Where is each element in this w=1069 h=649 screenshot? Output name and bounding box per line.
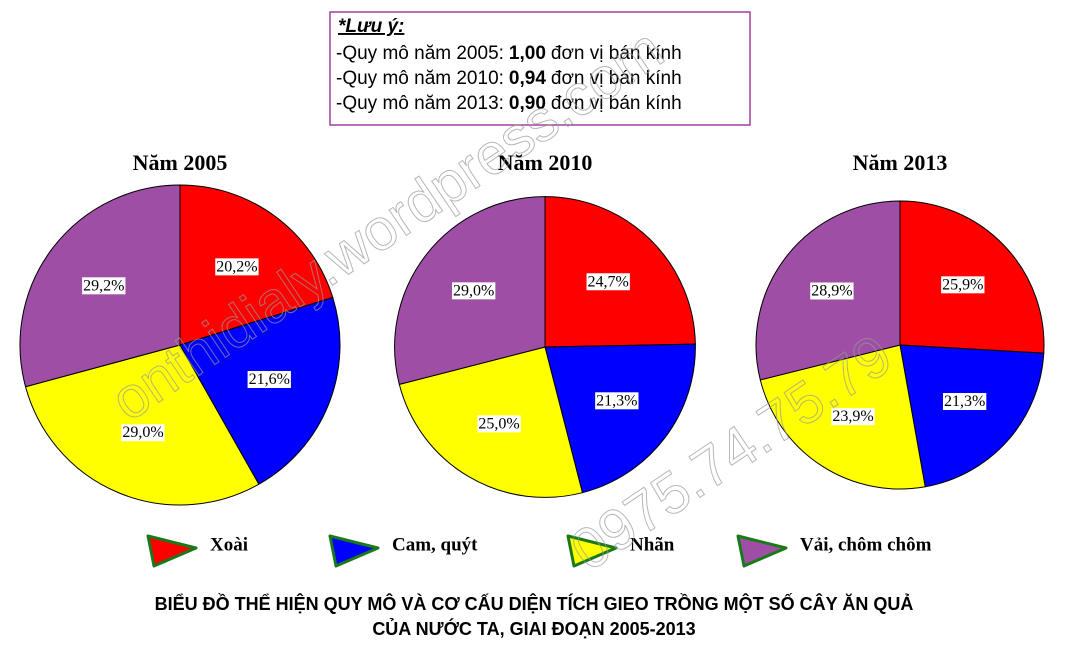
caption: CỦA NƯỚC TA, GIAI ĐOẠN 2005-2013 [372,618,695,639]
label-bg [810,282,854,300]
label-bg [586,273,630,291]
legend-swatch [566,534,618,568]
note-box [329,11,751,126]
pie-slice [544,343,696,494]
label-bg [452,282,496,300]
note-text: -Quy mô năm 2010: [336,68,504,89]
pie-title: Năm 2005 [133,150,228,175]
label-bg [942,393,987,411]
note-value: 0,90 [509,93,546,114]
label-bg [477,415,521,433]
data-label: 20,2% [216,258,257,275]
data-label: 29,0% [453,282,494,299]
note-unit: đơn vị bán kính [551,43,682,64]
note-unit: đơn vị bán kính [551,93,682,114]
data-label: 25,9% [942,276,983,293]
data-label: 21,6% [249,371,290,388]
legend-swatch [736,534,788,568]
data-label: 24,7% [588,273,629,290]
data-label: 29,0% [122,424,163,441]
data-label: 21,3% [596,392,637,409]
pie-slice [899,344,1045,488]
note-title: *Lưu ý: [338,16,404,37]
data-label: 28,9% [811,283,852,300]
legend-swatch [146,534,198,568]
note-line: -Quy mô năm 2013: 0,90 đơn vị bán kính [336,93,682,114]
caption: BIỂU ĐỒ THỂ HIỆN QUY MÔ VÀ CƠ CẤU DIỆN T… [155,593,914,614]
note-unit: đơn vị bán kính [551,68,682,89]
label-bg [831,408,875,426]
label-bg [247,371,291,389]
note-value: 1,00 [509,43,546,64]
pie-title: Năm 2010 [498,150,593,175]
label-bg [595,392,639,410]
note-text: -Quy mô năm 2013: [336,93,504,114]
data-label: 21,3% [944,393,985,410]
note-line: -Quy mô năm 2005: 1,00 đơn vị bán kính [336,43,682,64]
data-label: 29,2% [83,277,124,294]
label-bg [215,258,259,276]
label-bg [941,276,985,294]
data-label: 25,0% [478,415,519,432]
legend-label: Nhãn [630,534,675,555]
legend-label: Vải, chôm chôm [800,534,932,555]
legend-label: Cam, quýt [392,534,478,555]
note-line: -Quy mô năm 2010: 0,94 đơn vị bán kính [336,68,682,89]
legend-swatch [328,534,380,568]
label-bg [121,424,165,442]
note-value: 0,94 [509,68,546,89]
note-text: -Quy mô năm 2005: [336,43,504,64]
pie-title: Năm 2013 [853,150,948,175]
label-bg [82,277,126,295]
legend-label: Xoài [210,534,248,555]
pie-slice [544,196,696,348]
data-label: 23,9% [832,408,873,425]
pie-slice [179,296,341,485]
